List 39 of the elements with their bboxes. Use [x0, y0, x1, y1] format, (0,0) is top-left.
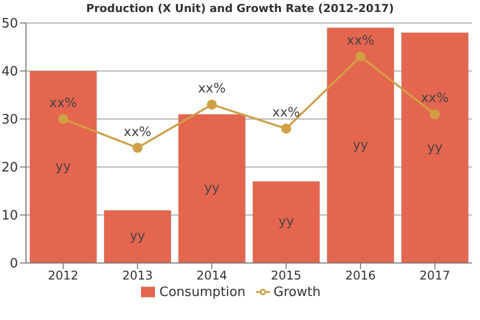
x-tick-label: 2016: [345, 268, 376, 283]
x-tick-label: 2017: [420, 268, 450, 283]
point: [58, 114, 68, 124]
y-tick-label: 10: [1, 208, 18, 224]
data-label: xx%: [272, 106, 300, 121]
data-label: xx%: [49, 96, 78, 111]
y-tick-label: 0: [10, 256, 18, 272]
legend-label: Growth: [274, 285, 321, 300]
data-label: yy: [56, 160, 72, 174]
y-tick-label: 50: [1, 16, 18, 32]
data-label: xx%: [420, 91, 449, 106]
x-tick-label: 2012: [48, 268, 78, 283]
point: [430, 109, 440, 120]
data-label: xx%: [198, 82, 226, 97]
legend-label: Consumption: [159, 285, 246, 300]
point: [206, 100, 217, 110]
y-tick-label: 30: [1, 112, 18, 128]
point: [356, 52, 366, 62]
y-tick-label: 40: [1, 64, 18, 80]
data-label: yy: [204, 181, 220, 196]
bar: [401, 32, 468, 263]
bar: [252, 181, 320, 263]
bar: [178, 114, 246, 263]
data-label: yy: [352, 138, 369, 153]
point: [132, 142, 142, 153]
x-tick-label: 2015: [270, 268, 302, 283]
data-label: yy: [130, 229, 146, 244]
x-tick-label: 2014: [196, 268, 228, 283]
bar: [327, 28, 394, 263]
data-label: yy: [427, 140, 443, 156]
y-tick-label: 20: [1, 160, 18, 176]
x-tick-label: 2013: [122, 268, 153, 283]
data-label: yy: [278, 214, 294, 230]
bar: [104, 210, 172, 263]
data-label: xx%: [346, 34, 374, 49]
bar: [30, 71, 97, 263]
point: [281, 124, 292, 134]
chart-title: Production (X Unit) and Growth Rate (2012-2017): [85, 2, 395, 15]
data-label: xx%: [124, 124, 152, 140]
